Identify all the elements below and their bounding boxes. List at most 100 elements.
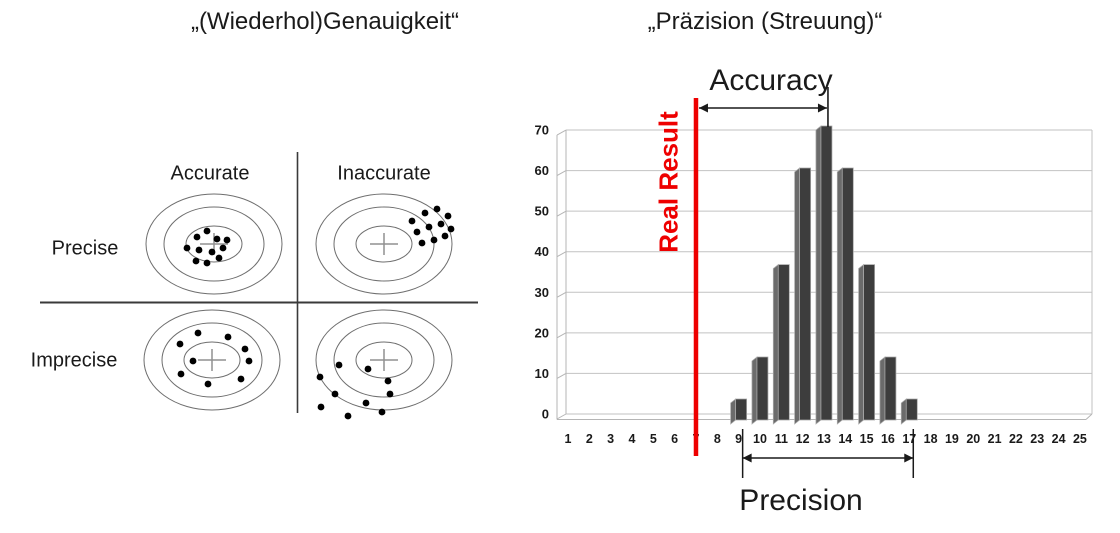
shot-dot <box>192 257 200 265</box>
targets-layer <box>143 193 455 420</box>
x-axis-tick-label: 19 <box>945 432 959 446</box>
shot-dot <box>183 244 191 252</box>
bar-side-face <box>815 125 822 425</box>
wall-notch <box>556 170 567 177</box>
shot-dot <box>433 205 441 213</box>
real-result-annotation-label: Real Result <box>653 111 684 253</box>
target-ring <box>143 309 281 411</box>
bar-side-face <box>836 167 843 425</box>
shot-dot <box>193 233 201 241</box>
bar <box>863 264 875 421</box>
bar-side-face <box>858 263 864 425</box>
shot-dot <box>203 259 211 267</box>
shot-dot <box>245 357 253 365</box>
arrowhead <box>742 453 752 463</box>
arrowhead <box>817 103 827 113</box>
shot-dot <box>316 373 324 381</box>
bar-side-face <box>900 398 907 425</box>
arrowhead <box>904 453 914 463</box>
x-axis-tick-label: 9 <box>735 432 742 446</box>
shot-dot <box>386 390 394 398</box>
shot-dot <box>208 248 216 256</box>
shot-dot <box>219 244 227 252</box>
column-label-inaccurate: Inaccurate <box>337 162 431 185</box>
wall-notch <box>556 291 567 298</box>
shot-dot <box>331 390 339 398</box>
x-axis-tick-label: 25 <box>1073 432 1087 446</box>
shot-dot <box>344 412 352 420</box>
x-axis-tick-label: 5 <box>650 432 657 446</box>
bar <box>884 356 897 421</box>
bar <box>735 398 748 421</box>
shot-dot <box>447 225 455 233</box>
row-label-imprecise: Imprecise <box>30 349 118 372</box>
x-axis-tick-label: 16 <box>881 432 895 446</box>
x-axis-tick-label: 12 <box>796 432 810 446</box>
left-panel-title: „(Wiederhol)Genauigkeit“ <box>190 8 460 35</box>
x-axis-tick-label: 3 <box>607 432 614 446</box>
bar-side-face <box>794 167 801 425</box>
target-ring <box>355 225 413 263</box>
x-axis-tick-label: 6 <box>671 432 678 446</box>
bar <box>777 264 790 421</box>
bar-side-face <box>879 356 886 425</box>
shot-dot <box>194 329 202 337</box>
shot-dot <box>176 340 184 348</box>
x-axis-tick-label: 10 <box>753 432 767 446</box>
x-axis-tick-label: 18 <box>924 432 938 446</box>
annotations <box>698 87 915 478</box>
y-axis-tick-label: 40 <box>535 244 549 259</box>
shot-dot <box>362 399 370 407</box>
x-axis-tick-label: 4 <box>629 432 636 446</box>
y-axis-tick-label: 60 <box>535 163 549 178</box>
shot-dot <box>237 375 245 383</box>
x-axis-tick-label: 17 <box>902 432 916 446</box>
target-ring <box>161 322 263 398</box>
x-axis-tick-label: 8 <box>714 432 721 446</box>
shot-dot <box>317 403 325 411</box>
x-axis-tick-label: 22 <box>1009 432 1023 446</box>
target-ring <box>355 341 413 379</box>
y-axis-tick-label: 20 <box>535 325 549 340</box>
wall-notch <box>556 372 567 379</box>
x-axis-tick-label: 20 <box>966 432 980 446</box>
y-axis-tick-label: 50 <box>535 204 549 219</box>
column-label-accurate: Accurate <box>170 162 250 185</box>
shot-dot <box>177 370 185 378</box>
wall-notch <box>556 129 567 136</box>
bar-side-face <box>751 356 758 425</box>
y-axis-tick-label: 10 <box>535 366 549 381</box>
shot-dot <box>223 236 231 244</box>
y-axis-tick-label: 70 <box>535 123 549 138</box>
shot-dot <box>364 365 372 373</box>
x-axis-tick-label: 2 <box>586 432 593 446</box>
accuracy-precision-quadrant-diagram <box>40 152 478 420</box>
target-ring <box>333 206 435 282</box>
precision-annotation-label: Precision <box>739 484 863 517</box>
wall-notch <box>556 210 567 217</box>
target-ring <box>315 193 453 295</box>
wall-notch <box>556 413 567 420</box>
bars <box>730 125 918 425</box>
x-axis-tick-label: 13 <box>817 432 831 446</box>
bar <box>756 356 769 421</box>
accuracy-annotation-label: Accuracy <box>709 64 833 97</box>
bar-side-face <box>730 398 737 425</box>
target-ring <box>333 322 435 398</box>
shot-dot <box>430 236 438 244</box>
shot-dot <box>195 246 203 254</box>
shot-dot <box>215 254 223 262</box>
shot-dot <box>378 408 386 416</box>
shot-dot <box>441 232 449 240</box>
x-axis-tick-label: 21 <box>988 432 1002 446</box>
target-ring <box>185 225 243 263</box>
x-axis-tick-label: 1 <box>565 432 572 446</box>
x-axis-tick-label: 24 <box>1052 432 1066 446</box>
shot-dot <box>444 212 452 220</box>
bar <box>841 167 854 421</box>
shot-dot <box>421 209 429 217</box>
shot-dot <box>189 357 197 365</box>
shot-dot <box>425 223 433 231</box>
